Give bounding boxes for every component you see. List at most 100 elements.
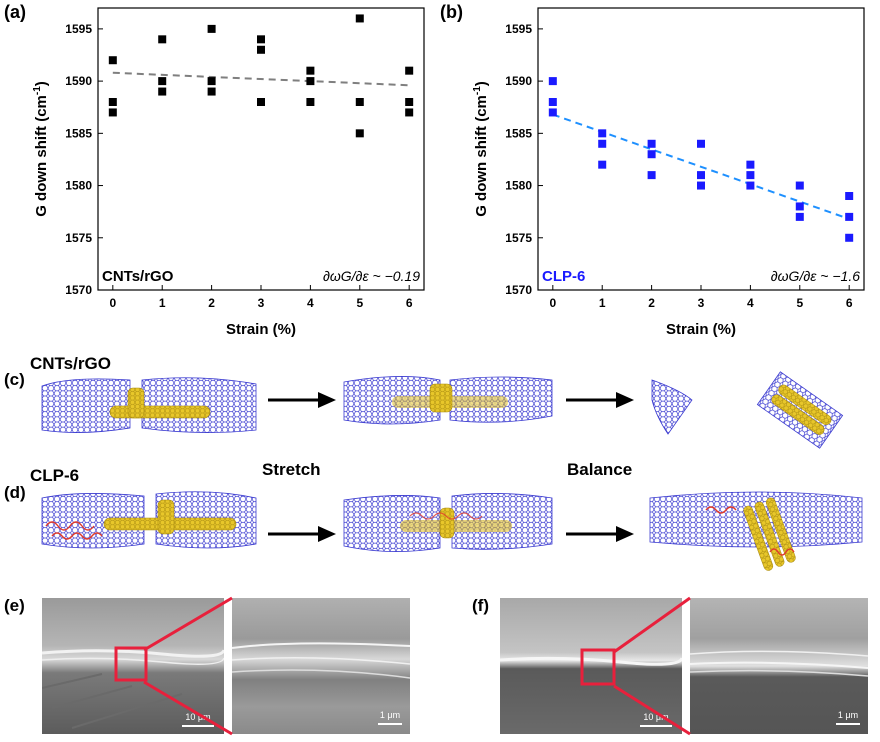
chart-a-inner-label: CNTs/rGO [102,268,174,285]
chart-a-point [108,108,117,117]
chart-b-point [845,212,854,221]
chart-a-point [207,77,216,86]
chart-a-point [108,98,117,106]
chart-a-point [158,35,167,44]
chart-a-xtick-label: 5 [356,296,363,310]
chart-a-fit-line [112,71,410,87]
chart-b-ytick-label: 1595 [505,22,532,36]
chart-b-ytick-label: 1590 [505,74,532,88]
chart-a-point [108,56,117,65]
chart-b-point [647,171,656,180]
chart-b-xtick-label: 0 [549,296,556,310]
sem-f-scalebar-right: 1 μm [838,710,858,720]
chart-a-point [355,14,364,23]
chart-b-point [697,181,705,190]
chart-a-xtick-label: 3 [258,296,265,310]
chart-b-point [647,139,656,148]
chart-a-ytick-label: 1580 [65,179,92,193]
chart-b-xtick-label: 5 [796,296,803,310]
sem-e-scalebar-left: 10 μm [185,712,210,722]
chart-a-point [207,24,216,33]
chart-b-point [548,98,557,106]
chart-b-point [548,108,557,117]
chart-b-xtick-label: 4 [747,296,754,310]
chart-b-point [746,160,755,169]
sem-f-scalebar-left: 10 μm [643,712,668,722]
panel-f-label: (f) [472,596,489,615]
chart-b-point [746,171,755,180]
panel-d-title: CLP-6 [30,466,80,485]
chart-b: 0 1 2 3 4 5 6 1570 1575 1580 1585 1590 1595 Strain (%… [472,7,865,338]
chart-b-frame [537,7,865,291]
panel-c-label: (c) [4,370,25,389]
chart-a-point [257,45,265,54]
chart-a-xtick-label: 4 [307,296,314,310]
chart-b-point [845,192,854,200]
chart-a-point [355,129,364,138]
scheme-c [41,371,844,449]
chart-b-slope-annotation: ∂ωG/∂ε ~ −1.6 [771,268,860,284]
scheme-d-stage-balance [649,491,863,571]
chart-a-point [306,98,315,106]
chart-b-ytick-label: 1570 [505,283,532,297]
chart-a-point [158,87,167,96]
scheme-d-stage-stretch [343,493,553,552]
chart-b-point [548,77,557,86]
sem-e-zoom-box [114,646,148,682]
chart-a-xtick-label: 1 [159,296,166,310]
panel-d-label: (d) [4,483,26,502]
chart-a-ytick-label: 1575 [65,231,92,245]
scheme-c-stage-stretch [343,376,553,425]
chart-a-point [405,108,414,117]
chart-a-ytick-label: 1595 [65,22,92,36]
chart-b-point [795,202,804,211]
scheme-c-arrow-2 [566,392,634,408]
chart-b-fit-line [552,113,850,220]
chart-a-ylabel: G down shift (cm-1) [32,81,50,217]
panel-b-label: (b) [440,2,463,22]
sem-e-zoom: 1 μm [232,598,410,734]
chart-b-inner-label: CLP-6 [542,268,585,285]
chart-a-point [158,77,167,86]
scheme-c-stage-break [651,371,844,449]
chart-a-point [257,98,265,106]
chart-a-slope-annotation: ∂ωG/∂ε ~ −0.19 [323,268,420,284]
chart-b-point [598,139,607,148]
chart-b-point [697,171,705,180]
panel-a-label: (a) [4,2,26,22]
chart-a-xtick-label: 0 [109,296,116,310]
chart-a-xtick-label: 2 [208,296,215,310]
scheme-d-arrow-1 [268,526,336,542]
chart-a-point [405,98,414,106]
chart-a-xtick-label: 6 [406,296,413,310]
scheme-c-arrow-1 [268,392,336,408]
chart-b-xtick-label: 2 [648,296,655,310]
chart-a-point [306,66,315,75]
chart-b-ytick-label: 1580 [505,179,532,193]
chart-b-point [795,212,804,221]
sem-e-scalebar-right: 1 μm [380,710,400,720]
chart-a-point [355,98,364,106]
chart-b-point [598,160,607,169]
chart-a: 0 1 2 3 4 5 6 1570 1575 1580 1585 1590 1595 Strain (%… [32,7,425,338]
sem-e-zoom-lines [143,596,233,736]
chart-b-xlabel: Strain (%) [666,321,736,338]
chart-b-xtick-label: 1 [599,296,606,310]
panel-c-title: CNTs/rGO [30,354,111,373]
sem-f-zoom-box [580,648,616,686]
chart-a-ytick-label: 1570 [65,283,92,297]
scheme-d-stage-initial [41,491,257,549]
chart-b-point [598,129,607,138]
sem-f-zoom: 1 μm [690,598,868,734]
balance-label: Balance [567,460,633,479]
stretch-label: Stretch [262,460,321,479]
scheme-d [41,491,863,571]
chart-b-point [697,139,705,148]
chart-b-xtick-label: 3 [698,296,705,310]
chart-b-point [845,233,854,242]
chart-a-point [306,77,315,86]
chart-a-xlabel: Strain (%) [226,321,296,338]
chart-b-ytick-label: 1575 [505,231,532,245]
chart-b-point [746,181,755,190]
chart-b-ylabel: G down shift (cm-1) [472,81,490,217]
